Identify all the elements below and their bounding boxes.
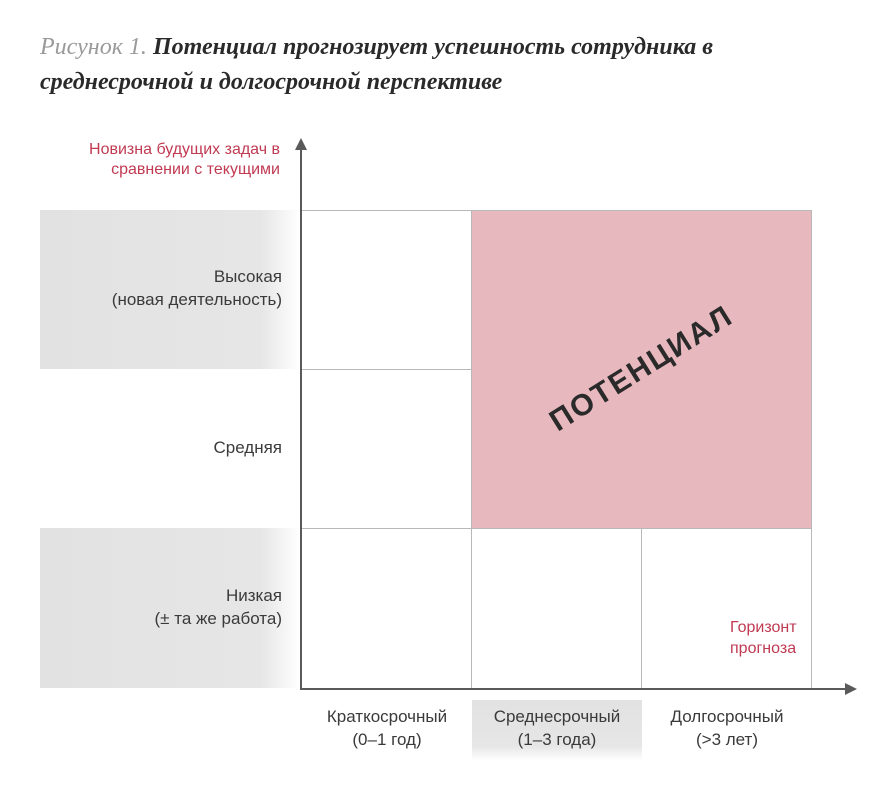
highlight-label: ПОТЕНЦИАЛ <box>544 300 740 440</box>
x-label-medium: Среднесрочный(1–3 года) <box>472 700 642 762</box>
cell-r2-c1 <box>472 528 642 687</box>
caption-prefix: Рисунок 1. <box>40 34 147 60</box>
cell-r1-c0 <box>302 369 472 528</box>
cell-r2-c2 <box>642 528 812 687</box>
x-label-long: Долгосрочный(>3 лет) <box>642 700 812 762</box>
cell-r2-c0 <box>302 528 472 687</box>
x-axis-labels: Краткосрочный(0–1 год) Среднесрочный(1–3… <box>302 700 812 762</box>
x-axis-arrow <box>300 688 855 690</box>
y-label-low: Низкая(± та же работа) <box>40 528 300 687</box>
x-label-short: Краткосрочный(0–1 год) <box>302 700 472 762</box>
y-label-medium: Средняя <box>40 369 300 528</box>
y-axis-title: Новизна будущих задач в сравнении с теку… <box>60 140 280 182</box>
y-axis-labels: Высокая(новая деятельность) Средняя Низк… <box>40 210 300 688</box>
potential-matrix-chart: Новизна будущих задач в сравнении с теку… <box>40 140 850 760</box>
x-axis-title: Горизонт прогноза <box>730 618 850 660</box>
figure-caption: Рисунок 1. Потенциал прогнозирует успешн… <box>40 30 850 100</box>
cell-r0-c0 <box>302 210 472 369</box>
y-label-high: Высокая(новая деятельность) <box>40 210 300 369</box>
highlight-region: ПОТЕНЦИАЛ <box>472 210 812 529</box>
